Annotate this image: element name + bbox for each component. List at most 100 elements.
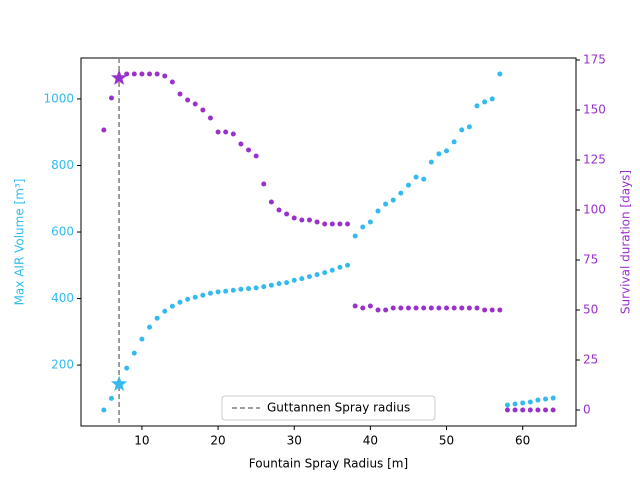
point (535, 397, 541, 403)
point (314, 272, 320, 278)
point (520, 400, 526, 406)
point (124, 365, 130, 371)
point (192, 101, 198, 107)
point (154, 71, 160, 77)
point (459, 127, 465, 133)
point (527, 399, 533, 405)
point (383, 307, 389, 313)
point (215, 129, 221, 135)
y2-tick-label: 150 (583, 103, 606, 117)
y-tick-label: 400 (51, 291, 74, 305)
point (215, 289, 221, 295)
point (489, 96, 495, 102)
point (428, 159, 434, 165)
y2-axis-label: Survival duration [days] (619, 170, 633, 314)
y2-tick-label: 50 (583, 303, 598, 317)
y2-tick-label: 175 (583, 53, 606, 67)
point (268, 199, 274, 205)
point (169, 303, 175, 309)
point (436, 305, 442, 311)
point (428, 305, 434, 311)
y-tick-label: 1000 (43, 91, 74, 105)
point (177, 91, 183, 97)
point (253, 153, 259, 159)
x-tick-label: 10 (134, 434, 149, 448)
point (246, 147, 252, 153)
point (345, 221, 351, 227)
y2-tick-label: 100 (583, 203, 606, 217)
y-axis-label: Max AIR Volume [m³] (13, 179, 27, 306)
point (329, 221, 335, 227)
point (405, 182, 411, 188)
point (337, 264, 343, 270)
point (451, 139, 457, 145)
point (101, 407, 107, 413)
point (405, 305, 411, 311)
point (466, 124, 472, 130)
point (230, 287, 236, 293)
x-tick-label: 30 (287, 434, 302, 448)
point (169, 79, 175, 85)
point (223, 288, 229, 294)
y-tick-label: 600 (51, 225, 74, 239)
point (306, 274, 312, 280)
point (550, 395, 556, 401)
point (238, 141, 244, 147)
point (512, 407, 518, 413)
point (543, 396, 549, 402)
point (497, 307, 503, 313)
point (421, 176, 427, 182)
point (284, 280, 290, 286)
legend-label: Guttannen Spray radius (267, 401, 410, 415)
x-tick-label: 40 (363, 434, 378, 448)
point (352, 303, 358, 309)
point (421, 305, 427, 311)
x-axis-label: Fountain Spray Radius [m] (249, 457, 408, 471)
point (200, 107, 206, 113)
point (466, 305, 472, 311)
point (352, 233, 358, 239)
point (162, 308, 168, 314)
y-tick-label: 200 (51, 358, 74, 372)
point (375, 208, 381, 214)
point (299, 217, 305, 223)
point (261, 284, 267, 290)
point (162, 73, 168, 79)
point (108, 395, 114, 401)
point (451, 305, 457, 311)
point (504, 402, 510, 408)
point (459, 305, 465, 311)
x-tick-label: 50 (439, 434, 454, 448)
point (131, 71, 137, 77)
point (520, 407, 526, 413)
point (337, 221, 343, 227)
point (207, 290, 213, 296)
point (390, 197, 396, 203)
point (367, 219, 373, 225)
point (329, 267, 335, 273)
point (413, 174, 419, 180)
point (504, 407, 510, 413)
point (535, 407, 541, 413)
point (154, 315, 160, 321)
point (207, 115, 213, 121)
point (360, 224, 366, 230)
x-tick-label: 60 (515, 434, 530, 448)
point (139, 71, 145, 77)
point (101, 127, 107, 133)
point (268, 282, 274, 288)
legend-box (221, 395, 436, 421)
point (398, 305, 404, 311)
point (512, 401, 518, 407)
point (147, 71, 153, 77)
point (124, 71, 130, 77)
star-marker (111, 375, 128, 391)
point (185, 296, 191, 302)
point (276, 281, 282, 287)
point (299, 276, 305, 282)
point (185, 97, 191, 103)
y-tick-label: 800 (51, 158, 74, 172)
point (177, 299, 183, 305)
